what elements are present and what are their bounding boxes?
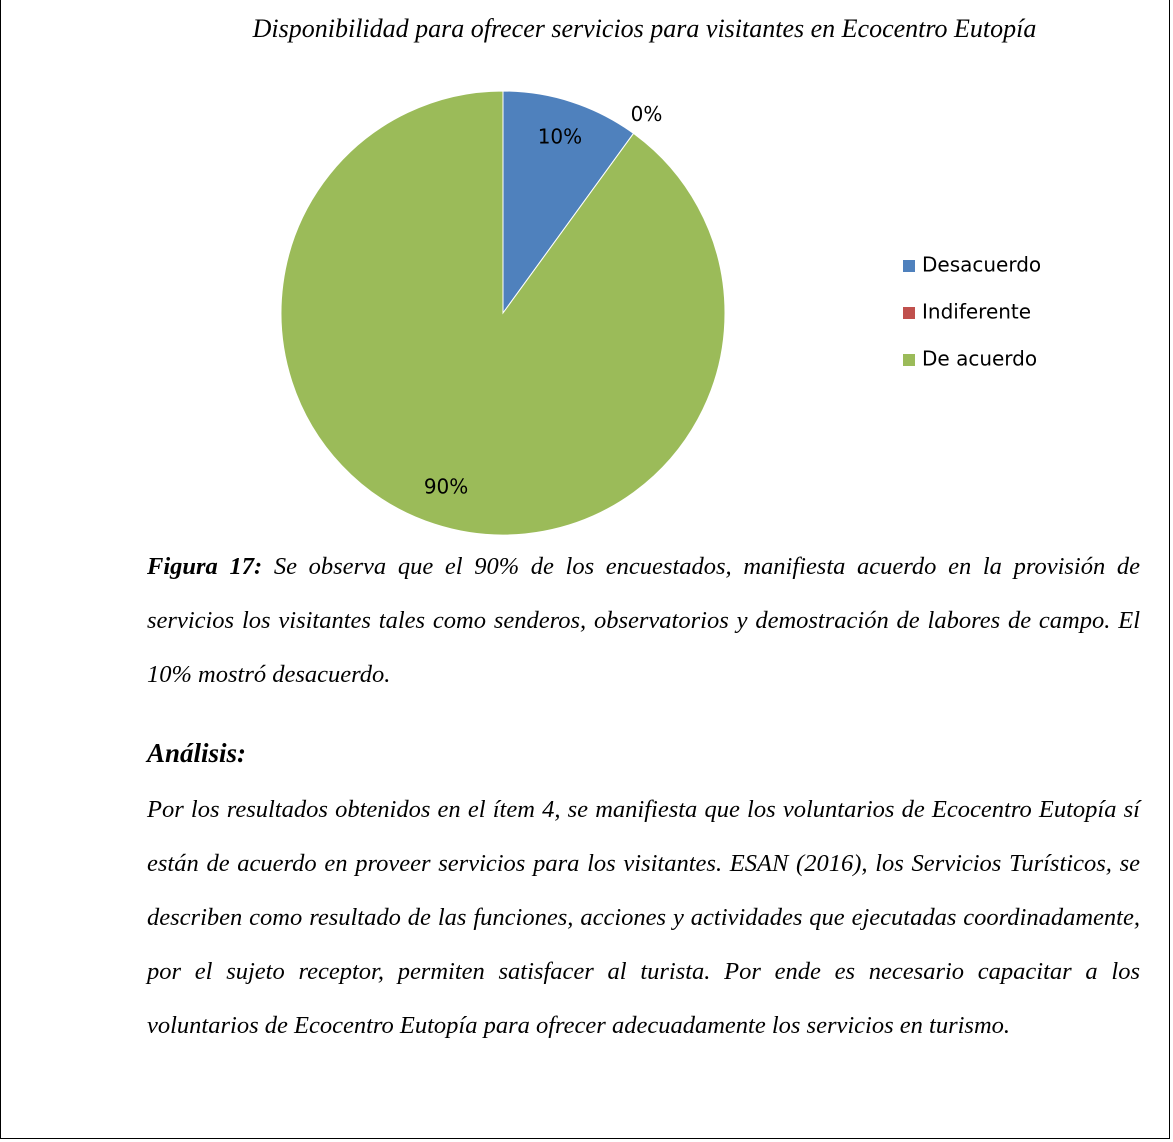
legend-label: De acuerdo	[922, 347, 1037, 371]
legend-swatch	[903, 354, 915, 366]
data-label: 90%	[424, 475, 468, 499]
data-label: 10%	[538, 124, 582, 148]
figure-title: Disponibilidad para ofrecer servicios pa…	[252, 14, 1037, 43]
legend-label: Indiferente	[922, 300, 1031, 324]
caption-text: Se observa que el 90% de los encuestados…	[147, 553, 1141, 688]
analysis-text: Por los resultados obtenidos en el ítem …	[147, 796, 1140, 1039]
caption: Figura 17: Se observa que el 90% de los …	[147, 540, 1140, 702]
chart: 10% 0% 90% Desacuerdo Indiferente De acuerdo	[280, 90, 1041, 536]
legend-swatch	[903, 260, 915, 272]
caption-label: Figura 17:	[147, 553, 263, 580]
legend-swatch	[903, 307, 915, 319]
legend-label: Desacuerdo	[922, 253, 1041, 277]
pie-slice	[502, 90, 635, 315]
analysis-heading: Análisis:	[147, 738, 247, 768]
data-label: 0%	[631, 102, 663, 126]
pie-slice	[280, 90, 726, 536]
